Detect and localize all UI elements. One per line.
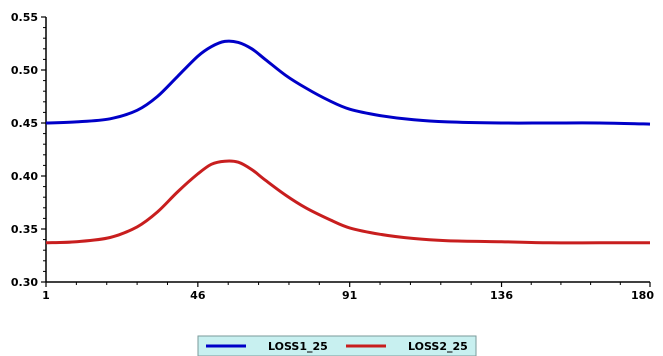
legend: LOSS1_25 LOSS2_25 (197, 335, 477, 356)
legend-box (197, 335, 477, 356)
x-tick-label: 136 (490, 289, 513, 302)
axes: 0.30 0.35 0.40 0.45 0.50 0.55 1 46 91 136 180 (11, 11, 654, 302)
y-tick-label: 0.45 (11, 117, 38, 130)
series-line-loss2_25 (45, 159, 650, 245)
x-tick-label: 46 (190, 289, 206, 302)
series-layer (45, 39, 651, 245)
y-tick-label: 0.50 (11, 64, 38, 77)
x-tick-label: 1 (42, 289, 50, 302)
x-tick-label: 91 (342, 289, 357, 302)
series-line-loss1_25 (45, 39, 651, 126)
y-tick-label: 0.30 (11, 276, 38, 289)
y-tick-label: 0.40 (11, 170, 38, 183)
legend-label: LOSS2_25 (408, 340, 468, 353)
x-tick-label: 180 (631, 289, 654, 302)
y-tick-label: 0.35 (11, 223, 38, 236)
y-tick-label: 0.55 (11, 11, 38, 24)
legend-label: LOSS1_25 (268, 340, 328, 353)
